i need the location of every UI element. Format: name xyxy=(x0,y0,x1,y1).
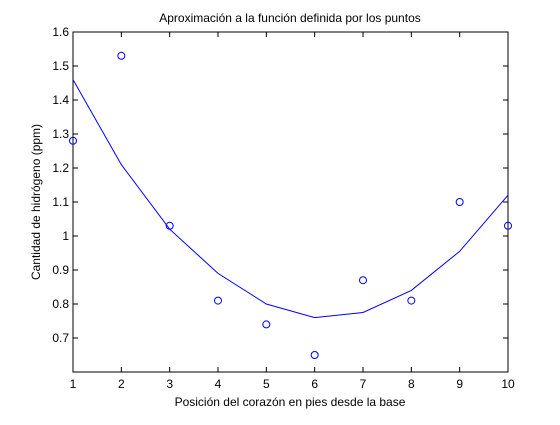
data-point-marker xyxy=(214,296,222,305)
x-tick-label: 5 xyxy=(263,377,270,391)
x-axis-label: Posición del corazón en pies desde la ba… xyxy=(175,395,406,409)
y-tick-label: 0.7 xyxy=(52,331,69,345)
data-point-marker xyxy=(359,276,367,285)
axis-ticks: 1 2 3 4 5 6 7 8 9 10 0.7 0.8 0.9 1 1.1 1.2 1.3 1.4 1.5 1.6 xyxy=(52,25,515,391)
plot-area xyxy=(72,31,509,373)
y-tick-label: 1.5 xyxy=(52,59,69,73)
data-point-marker xyxy=(455,198,464,206)
x-tick-label: 1 xyxy=(70,377,77,391)
x-tick-label: 7 xyxy=(360,377,367,391)
y-tick-label: 1.6 xyxy=(52,25,69,39)
y-tick-label: 0.8 xyxy=(52,297,69,311)
x-tick-label: 9 xyxy=(456,377,463,391)
series-layer xyxy=(69,51,512,359)
y-tick-label: 1.4 xyxy=(52,93,69,107)
y-tick-label: 1.3 xyxy=(52,127,69,141)
fit-curve-line xyxy=(72,79,509,319)
data-point-marker xyxy=(69,136,77,145)
y-axis-label: Cantidad de hidrógeno (ppm) xyxy=(29,124,43,280)
x-tick-label: 2 xyxy=(118,377,125,391)
y-tick-label: 1.1 xyxy=(52,195,69,209)
y-tick-label: 1 xyxy=(62,229,69,243)
data-point-marker xyxy=(504,221,512,230)
x-tick-label: 6 xyxy=(311,377,318,391)
x-tick-label: 10 xyxy=(501,377,515,391)
data-point-marker xyxy=(407,296,416,305)
x-tick-label: 8 xyxy=(408,377,415,391)
x-tick-label: 3 xyxy=(166,377,173,391)
y-tick-label: 0.9 xyxy=(52,263,69,277)
y-tick-label: 1.2 xyxy=(52,161,69,175)
chart-title: Aproximación a la función definida por l… xyxy=(159,11,421,25)
data-point-marker xyxy=(262,320,271,329)
data-point-marker xyxy=(117,51,126,60)
x-tick-label: 4 xyxy=(215,377,222,391)
data-point-marker xyxy=(310,351,319,359)
